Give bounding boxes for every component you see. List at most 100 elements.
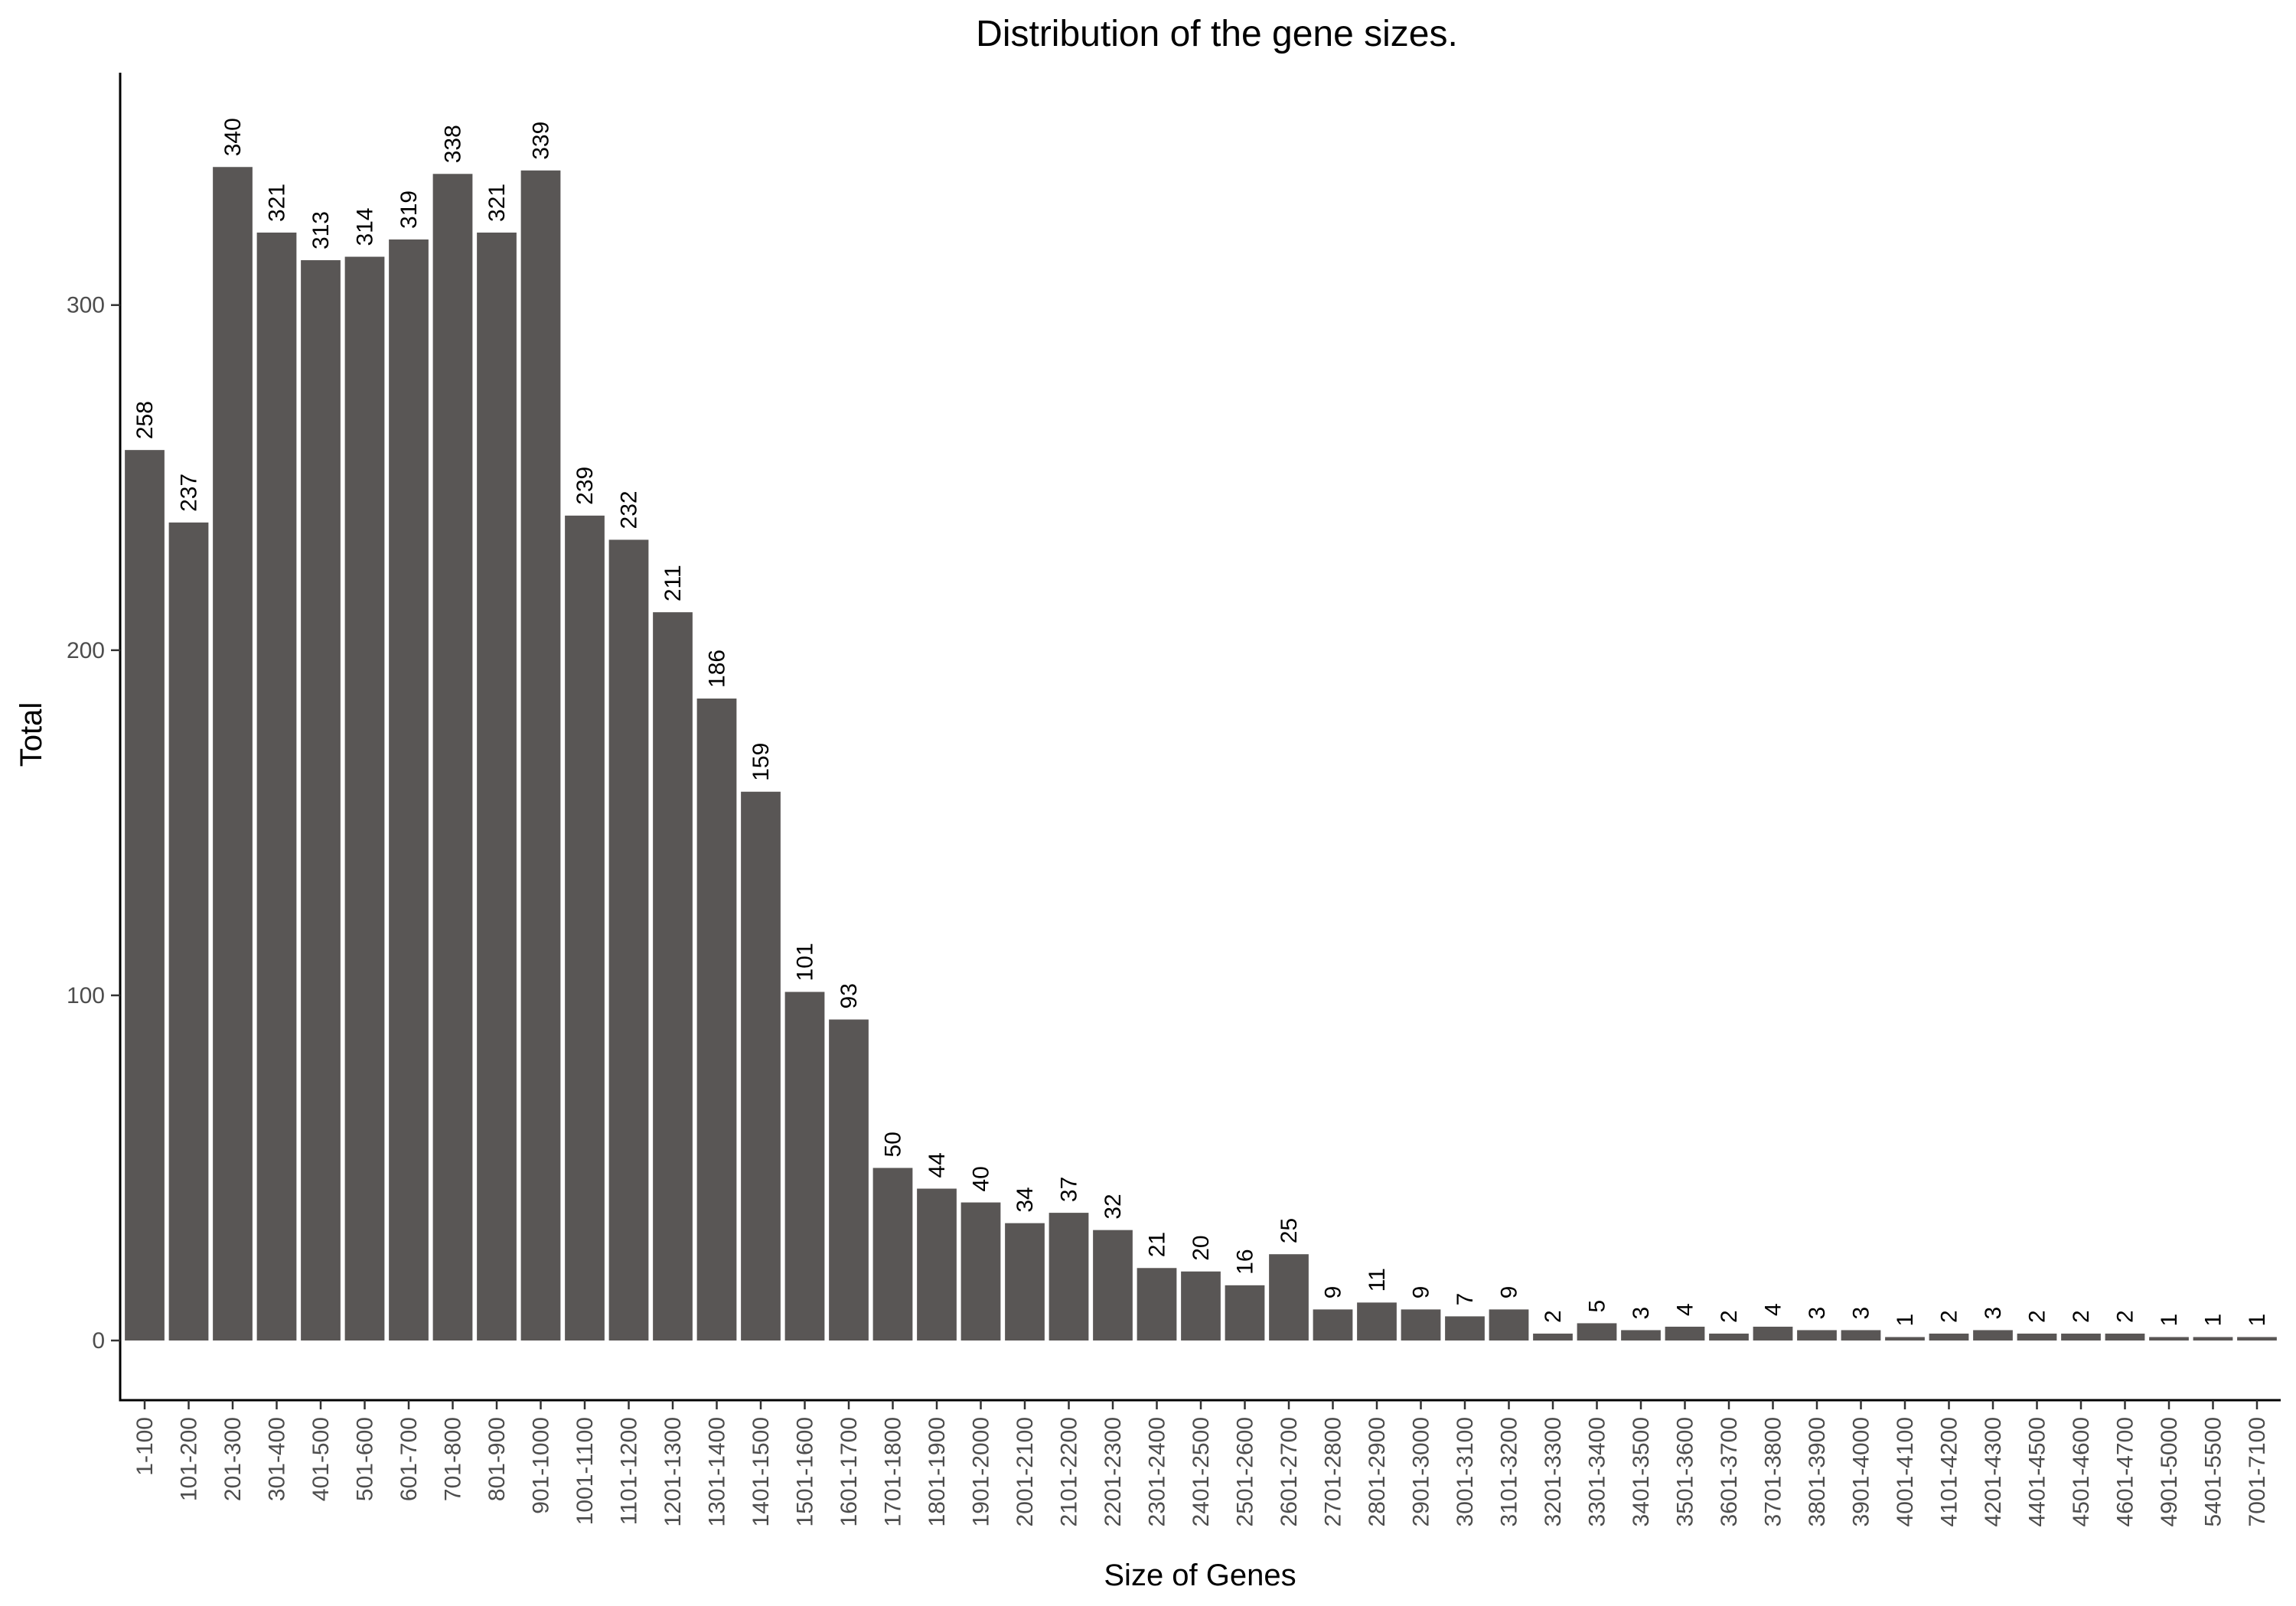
data-label: 21 xyxy=(1145,1232,1170,1257)
bar xyxy=(1973,1330,2013,1341)
x-tick-label: 3801-3900 xyxy=(1805,1417,1830,1526)
data-label: 1 xyxy=(1893,1314,1918,1327)
bar xyxy=(1225,1285,1265,1341)
data-label: 2 xyxy=(2113,1310,2138,1323)
bar xyxy=(213,167,253,1341)
x-tick-label: 1801-1900 xyxy=(925,1417,950,1526)
x-tick-label: 2801-2900 xyxy=(1365,1417,1390,1526)
data-label: 319 xyxy=(396,191,422,229)
bar xyxy=(1269,1254,1309,1341)
data-label: 4 xyxy=(1673,1303,1698,1316)
bar xyxy=(1049,1213,1089,1341)
data-label: 7 xyxy=(1453,1293,1478,1306)
chart-title: Distribution of the gene sizes. xyxy=(976,14,1458,54)
bar xyxy=(1797,1330,1837,1341)
y-tick-label: 100 xyxy=(67,983,105,1008)
x-tick-label: 2401-2500 xyxy=(1189,1417,1214,1526)
x-tick-label: 3701-3800 xyxy=(1761,1417,1786,1526)
x-tick-label: 1001-1100 xyxy=(572,1417,598,1525)
bar xyxy=(1841,1330,1881,1341)
data-label: 2 xyxy=(1937,1310,1962,1323)
bar xyxy=(1929,1333,1969,1341)
data-label: 258 xyxy=(132,401,158,439)
data-label: 34 xyxy=(1013,1187,1038,1212)
x-tick-label: 801-900 xyxy=(484,1417,510,1501)
data-label: 2 xyxy=(1541,1310,1566,1323)
y-tick-label: 200 xyxy=(67,638,105,663)
x-tick-label: 201-300 xyxy=(220,1417,246,1501)
bar xyxy=(696,698,737,1341)
x-tick-label: 3001-3100 xyxy=(1453,1417,1478,1526)
x-tick-label: 4601-4700 xyxy=(2113,1417,2138,1526)
bar xyxy=(741,791,781,1341)
x-tick-label: 901-1000 xyxy=(529,1417,554,1514)
data-label: 44 xyxy=(925,1152,950,1178)
bar xyxy=(2237,1337,2277,1341)
data-label: 211 xyxy=(660,565,686,601)
x-tick-label: 2901-3000 xyxy=(1409,1417,1434,1526)
bar xyxy=(1709,1333,1749,1341)
bar xyxy=(1621,1330,1661,1341)
x-tick-label: 1301-1400 xyxy=(705,1417,730,1526)
bar xyxy=(2061,1333,2101,1341)
x-tick-label: 501-600 xyxy=(353,1417,378,1501)
data-label: 186 xyxy=(705,650,730,688)
data-label: 338 xyxy=(441,125,466,163)
data-label: 9 xyxy=(1497,1286,1522,1299)
data-label: 32 xyxy=(1101,1194,1126,1219)
data-label: 2 xyxy=(2069,1310,2094,1323)
bar xyxy=(1885,1337,1925,1341)
data-label: 9 xyxy=(1409,1286,1434,1299)
bar xyxy=(1489,1309,1529,1341)
x-tick-label: 2101-2200 xyxy=(1057,1417,1082,1526)
x-tick-label: 3901-4000 xyxy=(1849,1417,1874,1526)
bar xyxy=(1137,1268,1177,1341)
bar xyxy=(1445,1316,1485,1341)
x-tick-label: 1401-1500 xyxy=(748,1417,774,1526)
data-label: 93 xyxy=(837,983,862,1008)
bar xyxy=(2193,1337,2233,1341)
x-tick-label: 2501-2600 xyxy=(1233,1417,1258,1526)
bar xyxy=(1577,1323,1617,1341)
data-label: 2 xyxy=(2025,1310,2050,1323)
bar xyxy=(829,1019,869,1341)
x-tick-label: 3601-3700 xyxy=(1717,1417,1742,1526)
data-label: 3 xyxy=(1849,1307,1874,1320)
data-label: 50 xyxy=(881,1132,906,1157)
data-label: 3 xyxy=(1805,1307,1830,1320)
bar xyxy=(960,1202,1001,1341)
x-tick-label: 101-200 xyxy=(177,1417,202,1501)
y-tick-label: 0 xyxy=(92,1328,105,1354)
bar xyxy=(125,450,165,1341)
x-tick-label: 2301-2400 xyxy=(1145,1417,1170,1526)
bar xyxy=(2149,1337,2189,1341)
x-tick-label: 3401-3500 xyxy=(1629,1417,1654,1526)
data-label: 232 xyxy=(617,490,642,529)
plot-area: 01002003002581-100237101-200340201-30032… xyxy=(67,73,2281,1526)
bar xyxy=(1181,1271,1221,1341)
data-label: 1 xyxy=(2201,1314,2226,1327)
data-label: 40 xyxy=(969,1166,994,1191)
bar xyxy=(432,174,473,1341)
data-label: 3 xyxy=(1981,1307,2006,1320)
data-label: 159 xyxy=(748,743,774,781)
x-tick-label: 3301-3400 xyxy=(1585,1417,1610,1526)
x-tick-label: 1901-2000 xyxy=(969,1417,994,1526)
bar xyxy=(168,522,209,1341)
data-label: 2 xyxy=(1717,1310,1742,1323)
bar xyxy=(565,515,605,1341)
data-label: 239 xyxy=(572,467,598,505)
x-tick-label: 4901-5000 xyxy=(2157,1417,2182,1526)
data-label: 25 xyxy=(1277,1218,1302,1243)
x-tick-label: 1201-1300 xyxy=(660,1417,686,1526)
x-tick-label: 3101-3200 xyxy=(1497,1417,1522,1526)
data-label: 321 xyxy=(265,184,290,222)
x-tick-label: 3201-3300 xyxy=(1541,1417,1566,1526)
data-label: 314 xyxy=(353,207,378,246)
data-label: 20 xyxy=(1189,1235,1214,1260)
data-label: 11 xyxy=(1365,1268,1390,1292)
bar xyxy=(917,1188,957,1341)
bar xyxy=(1093,1230,1133,1341)
bar xyxy=(1357,1302,1397,1341)
